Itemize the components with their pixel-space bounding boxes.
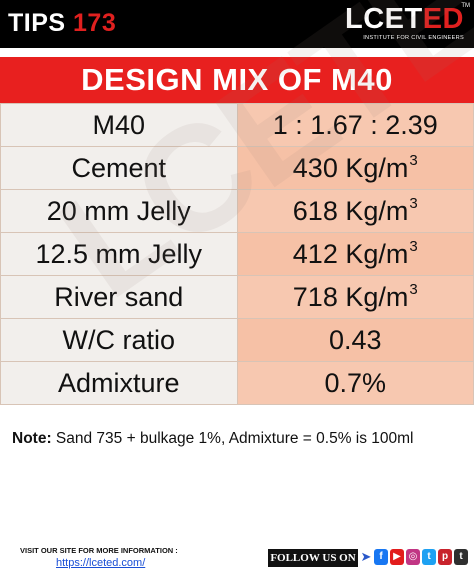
- logo-trademark: TM: [461, 3, 470, 9]
- unit-superscript: 3: [409, 281, 418, 298]
- value-text: 0.43: [328, 324, 382, 355]
- ingredient-value: 0.7%: [236, 361, 474, 405]
- twitter-icon[interactable]: t: [422, 549, 436, 565]
- ingredient-value: 0.43: [236, 318, 474, 362]
- logo-subtitle: INSTITUTE FOR CIVIL ENGINEERS: [363, 35, 464, 41]
- note-text: Note: Sand 735 + bulkage 1%, Admixture =…: [12, 430, 414, 448]
- note-label: Note:: [12, 430, 52, 447]
- ingredient-label: W/C ratio: [0, 318, 238, 362]
- value-text: 0.7%: [324, 367, 387, 398]
- ingredient-value: 430 Kg/m3: [236, 146, 474, 190]
- mix-table: M40 1 : 1.67 : 2.39 Cement 430 Kg/m3 20 mm J…: [0, 103, 474, 405]
- logo-white-part: LCET: [344, 3, 423, 35]
- arrow-icon: ➤: [360, 549, 372, 564]
- tumblr-icon[interactable]: t: [454, 549, 468, 565]
- table-row: W/C ratio 0.43: [0, 318, 474, 362]
- ingredient-label: 12.5 mm Jelly: [0, 232, 238, 276]
- tips-label: TIPS 173: [8, 9, 116, 38]
- ingredient-label: Admixture: [0, 361, 238, 405]
- value-text: 618 Kg/m: [292, 196, 409, 226]
- value-text: 430 Kg/m: [292, 153, 409, 183]
- ingredient-value: 718 Kg/m3: [236, 275, 474, 319]
- logo-red-part: ED: [422, 3, 464, 35]
- table-row: 12.5 mm Jelly 412 Kg/m3: [0, 232, 474, 276]
- website-link[interactable]: https://lceted.com/: [56, 557, 146, 569]
- pinterest-icon[interactable]: p: [438, 549, 452, 565]
- tips-number: 173: [73, 9, 117, 37]
- table-row: 20 mm Jelly 618 Kg/m3: [0, 189, 474, 233]
- ingredient-label: River sand: [0, 275, 238, 319]
- ingredient-label: 20 mm Jelly: [0, 189, 238, 233]
- table-row: M40 1 : 1.67 : 2.39: [0, 103, 474, 147]
- value-text: 1 : 1.67 : 2.39: [272, 109, 438, 140]
- table-row: Admixture 0.7%: [0, 361, 474, 405]
- note-body: Sand 735 + bulkage 1%, Admixture = 0.5% …: [51, 430, 414, 447]
- ingredient-value: 618 Kg/m3: [236, 189, 474, 233]
- facebook-icon[interactable]: f: [374, 549, 388, 565]
- unit-superscript: 3: [409, 238, 418, 255]
- instagram-icon[interactable]: ◎: [406, 549, 420, 565]
- unit-superscript: 3: [409, 152, 418, 169]
- unit-superscript: 3: [409, 195, 418, 212]
- ingredient-value: 412 Kg/m3: [236, 232, 474, 276]
- footer: VISIT OUR SITE FOR MORE INFORMATION : ht…: [0, 540, 474, 573]
- table-row: River sand 718 Kg/m3: [0, 275, 474, 319]
- visit-site-text: VISIT OUR SITE FOR MORE INFORMATION :: [20, 546, 178, 555]
- youtube-icon[interactable]: ▶: [390, 549, 404, 565]
- page-title: DESIGN MIX OF M40: [0, 57, 474, 103]
- tips-word: TIPS: [8, 9, 66, 37]
- header-bar: TIPS 173 LCETED TM INSTITUTE FOR CIVIL E…: [0, 0, 474, 48]
- table-row: Cement 430 Kg/m3: [0, 146, 474, 190]
- brand-logo: LCETED TM INSTITUTE FOR CIVIL ENGINEERS: [345, 3, 470, 41]
- ingredient-value: 1 : 1.67 : 2.39: [236, 103, 474, 147]
- value-text: 412 Kg/m: [292, 239, 409, 269]
- value-text: 718 Kg/m: [292, 282, 409, 312]
- social-icons: ➤ f ▶ ◎ t p t: [360, 549, 468, 567]
- logo-wordmark: LCETED: [345, 4, 464, 34]
- follow-us-label: FOLLOW US ON: [268, 549, 358, 567]
- ingredient-label: M40: [0, 103, 238, 147]
- ingredient-label: Cement: [0, 146, 238, 190]
